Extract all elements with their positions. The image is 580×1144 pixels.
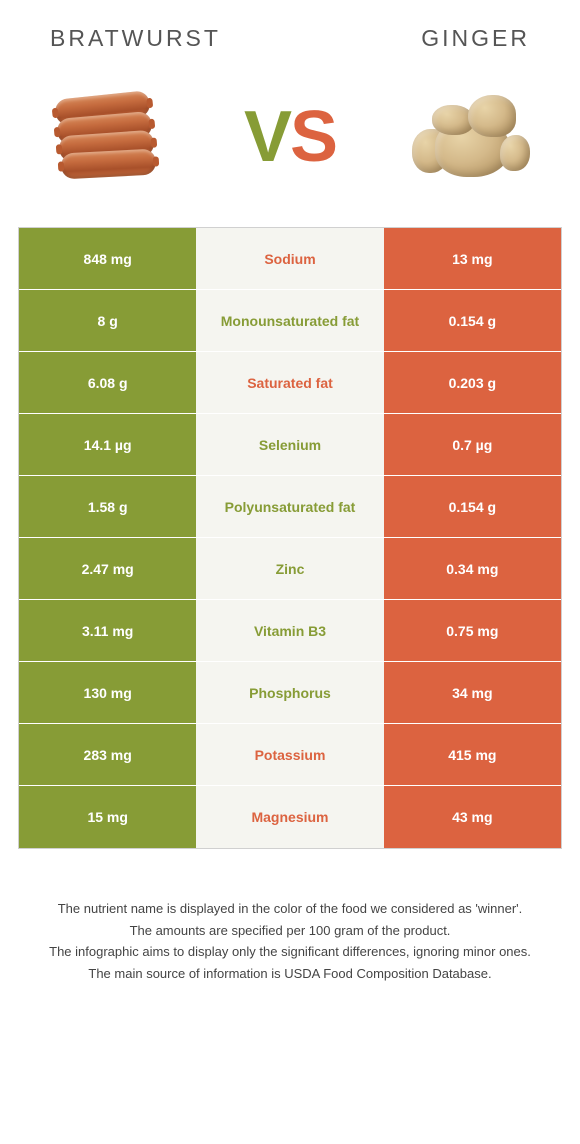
left-value: 283 mg bbox=[19, 724, 196, 785]
hero-row: VS bbox=[0, 67, 580, 227]
table-row: 130 mgPhosphorus34 mg bbox=[19, 662, 561, 724]
left-value: 2.47 mg bbox=[19, 538, 196, 599]
nutrient-name: Saturated fat bbox=[196, 352, 383, 413]
vs-label: VS bbox=[244, 96, 336, 178]
right-value: 0.203 g bbox=[384, 352, 561, 413]
vs-s: S bbox=[290, 97, 336, 177]
nutrient-name: Polyunsaturated fat bbox=[196, 476, 383, 537]
right-value: 0.34 mg bbox=[384, 538, 561, 599]
table-row: 283 mgPotassium415 mg bbox=[19, 724, 561, 786]
ginger-image bbox=[400, 77, 550, 197]
table-row: 3.11 mgVitamin B30.75 mg bbox=[19, 600, 561, 662]
footer-notes: The nutrient name is displayed in the co… bbox=[0, 849, 580, 1025]
right-value: 0.154 g bbox=[384, 290, 561, 351]
infographic-container: Bratwurst Ginger VS 848 mgSodium13 mg8 bbox=[0, 0, 580, 1025]
table-row: 848 mgSodium13 mg bbox=[19, 228, 561, 290]
right-value: 34 mg bbox=[384, 662, 561, 723]
title-left: Bratwurst bbox=[50, 25, 221, 52]
nutrient-name: Zinc bbox=[196, 538, 383, 599]
nutrient-name: Selenium bbox=[196, 414, 383, 475]
left-value: 8 g bbox=[19, 290, 196, 351]
nutrient-name: Potassium bbox=[196, 724, 383, 785]
left-value: 1.58 g bbox=[19, 476, 196, 537]
left-value: 14.1 µg bbox=[19, 414, 196, 475]
table-row: 2.47 mgZinc0.34 mg bbox=[19, 538, 561, 600]
right-value: 13 mg bbox=[384, 228, 561, 289]
right-value: 0.154 g bbox=[384, 476, 561, 537]
vs-v: V bbox=[244, 97, 290, 177]
table-row: 1.58 gPolyunsaturated fat0.154 g bbox=[19, 476, 561, 538]
footer-line: The main source of information is USDA F… bbox=[30, 964, 550, 984]
left-value: 15 mg bbox=[19, 786, 196, 848]
right-value: 0.75 mg bbox=[384, 600, 561, 661]
table-row: 8 gMonounsaturated fat0.154 g bbox=[19, 290, 561, 352]
left-value: 6.08 g bbox=[19, 352, 196, 413]
title-right: Ginger bbox=[421, 25, 530, 52]
nutrient-name: Phosphorus bbox=[196, 662, 383, 723]
nutrient-name: Sodium bbox=[196, 228, 383, 289]
nutrient-name: Monounsaturated fat bbox=[196, 290, 383, 351]
left-value: 130 mg bbox=[19, 662, 196, 723]
right-value: 415 mg bbox=[384, 724, 561, 785]
titles-row: Bratwurst Ginger bbox=[0, 0, 580, 67]
nutrient-table: 848 mgSodium13 mg8 gMonounsaturated fat0… bbox=[18, 227, 562, 849]
left-value: 848 mg bbox=[19, 228, 196, 289]
nutrient-name: Vitamin B3 bbox=[196, 600, 383, 661]
table-row: 14.1 µgSelenium0.7 µg bbox=[19, 414, 561, 476]
right-value: 43 mg bbox=[384, 786, 561, 848]
footer-line: The infographic aims to display only the… bbox=[30, 942, 550, 962]
nutrient-name: Magnesium bbox=[196, 786, 383, 848]
footer-line: The amounts are specified per 100 gram o… bbox=[30, 921, 550, 941]
footer-line: The nutrient name is displayed in the co… bbox=[30, 899, 550, 919]
right-value: 0.7 µg bbox=[384, 414, 561, 475]
table-row: 6.08 gSaturated fat0.203 g bbox=[19, 352, 561, 414]
table-row: 15 mgMagnesium43 mg bbox=[19, 786, 561, 848]
left-value: 3.11 mg bbox=[19, 600, 196, 661]
bratwurst-image bbox=[30, 77, 180, 197]
